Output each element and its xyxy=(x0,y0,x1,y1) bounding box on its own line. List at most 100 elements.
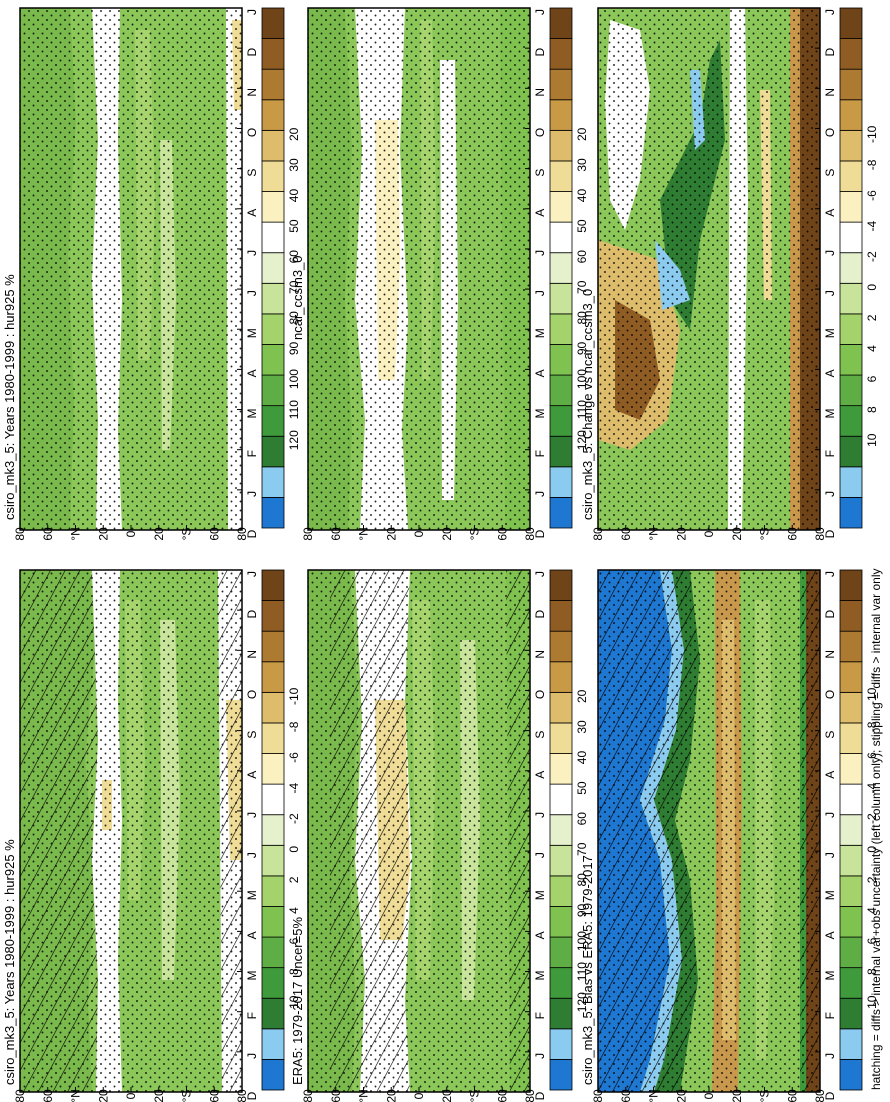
colorbar-swatch xyxy=(839,875,863,907)
colorbar-label: 8 xyxy=(865,968,879,975)
month-tick-label: J xyxy=(823,290,837,296)
colorbar-swatch xyxy=(839,129,863,162)
month-tick-label: S xyxy=(823,169,837,177)
month-tick-label: A xyxy=(533,369,547,377)
colorbar-swatch xyxy=(261,722,285,754)
colorbar-label: 120 xyxy=(287,430,301,450)
colorbar-label: 100 xyxy=(287,369,301,389)
month-tick-label: M xyxy=(533,409,547,419)
colorbar-swatch xyxy=(261,661,285,693)
colorbar-label: 40 xyxy=(287,189,301,203)
colorbar-swatch xyxy=(549,600,573,632)
month-tick-label: A xyxy=(245,771,259,779)
lat-tick-label: °S xyxy=(758,1090,772,1102)
colorbar-label: 0 xyxy=(865,284,879,291)
month-tick-label: N xyxy=(823,650,837,659)
footer-note: hatching = diffs > internal var+obs unce… xyxy=(869,568,883,1090)
colorbar-swatch xyxy=(549,722,573,754)
colorbar-swatch xyxy=(839,252,863,284)
colorbar-swatch xyxy=(261,906,285,938)
month-tick-label: S xyxy=(823,731,837,739)
month-tick-label: O xyxy=(823,128,837,137)
colorbar-swatch xyxy=(549,569,573,601)
colorbar-swatch xyxy=(549,252,573,284)
colorbar-label: -10 xyxy=(287,687,301,705)
colorbar-swatch xyxy=(549,68,573,101)
lat-tick-label: 60 xyxy=(329,527,343,541)
month-tick-label: M xyxy=(823,890,837,900)
colorbar-label: -2 xyxy=(865,251,879,262)
colorbar-label: -2 xyxy=(287,813,301,824)
month-tick-label: N xyxy=(245,650,259,659)
colorbar-swatch xyxy=(549,661,573,693)
month-tick-label: J xyxy=(245,491,259,497)
lat-tick-label: 80 xyxy=(813,1089,827,1102)
panel-4-title: ncar_ccsm3_0 xyxy=(290,255,305,340)
colorbar-swatch xyxy=(839,68,863,101)
colorbar-swatch xyxy=(261,814,285,846)
colorbar-swatch xyxy=(261,38,285,70)
colorbar-label: 30 xyxy=(287,158,301,172)
month-tick-label: M xyxy=(533,890,547,900)
colorbar-swatch xyxy=(549,1028,573,1060)
colorbar-swatch xyxy=(839,569,863,601)
month-tick-label: J xyxy=(533,250,547,256)
colorbar-label: 80 xyxy=(575,873,589,887)
colorbar-label: 2 xyxy=(865,876,879,883)
colorbar-swatch xyxy=(549,906,573,938)
colorbar-label: -8 xyxy=(287,721,301,732)
month-tick-label: O xyxy=(533,690,547,699)
colorbar-swatch xyxy=(839,1028,863,1060)
colorbar-swatch xyxy=(549,783,573,816)
colorbar-swatch xyxy=(549,282,573,315)
colorbar-swatch xyxy=(839,814,863,846)
lat-tick-label: 60 xyxy=(785,527,799,541)
colorbar-label: -6 xyxy=(865,752,879,763)
month-tick-label: S xyxy=(533,169,547,177)
lat-tick-label: 0 xyxy=(124,1092,138,1099)
colorbar-label: 40 xyxy=(575,751,589,765)
colorbar-label: -8 xyxy=(865,159,879,170)
colorbar-swatch xyxy=(549,1059,573,1091)
colorbar-swatch xyxy=(261,844,285,877)
month-tick-label: O xyxy=(245,128,259,137)
month-tick-label: M xyxy=(533,971,547,981)
colorbar-swatch xyxy=(261,1059,285,1091)
colorbar-swatch xyxy=(549,344,573,376)
colorbar-label: 30 xyxy=(575,720,589,734)
colorbar-swatch xyxy=(549,99,573,131)
colorbar-swatch xyxy=(261,497,285,529)
lat-tick-label: 80 xyxy=(523,1089,537,1102)
panel-1-title: csiro_mk3_5: Years 1980-1999 : hur925 % xyxy=(2,839,17,1085)
month-tick-label: J xyxy=(245,250,259,256)
month-tick-label: N xyxy=(533,88,547,97)
colorbar-label: 20 xyxy=(575,127,589,141)
lat-tick-label: 80 xyxy=(301,1089,315,1102)
colorbar-swatch xyxy=(549,814,573,846)
colorbar-swatch xyxy=(839,7,863,39)
lat-tick-label: 0 xyxy=(702,530,716,537)
month-tick-label: M xyxy=(245,328,259,338)
colorbar-swatch xyxy=(261,997,285,1030)
colorbar-label: 70 xyxy=(575,842,589,856)
colorbar-label: -6 xyxy=(287,752,301,763)
month-tick-label: F xyxy=(245,1012,259,1019)
lat-tick-label: 60 xyxy=(41,1089,55,1102)
colorbar-swatch xyxy=(261,1028,285,1060)
month-tick-label: D xyxy=(823,1091,837,1100)
colorbar-label: 4 xyxy=(865,345,879,352)
lat-tick-label: °N xyxy=(69,527,83,540)
colorbar-swatch xyxy=(839,344,863,376)
colorbar-swatch xyxy=(839,906,863,938)
colorbar-label: 50 xyxy=(575,781,589,795)
lat-tick-label: 0 xyxy=(124,530,138,537)
colorbar-swatch xyxy=(261,68,285,101)
colorbar-swatch xyxy=(839,722,863,754)
panel-5-title: csiro_mk3_5: Bias vs ERA5: 1979-2017 xyxy=(580,855,595,1085)
lat-tick-label: 60 xyxy=(495,1089,509,1102)
lat-tick-label: 60 xyxy=(785,1089,799,1102)
month-tick-label: D xyxy=(533,47,547,56)
month-tick-label: J xyxy=(533,290,547,296)
month-tick-label: D xyxy=(533,1091,547,1100)
lat-tick-label: 20 xyxy=(730,527,744,541)
